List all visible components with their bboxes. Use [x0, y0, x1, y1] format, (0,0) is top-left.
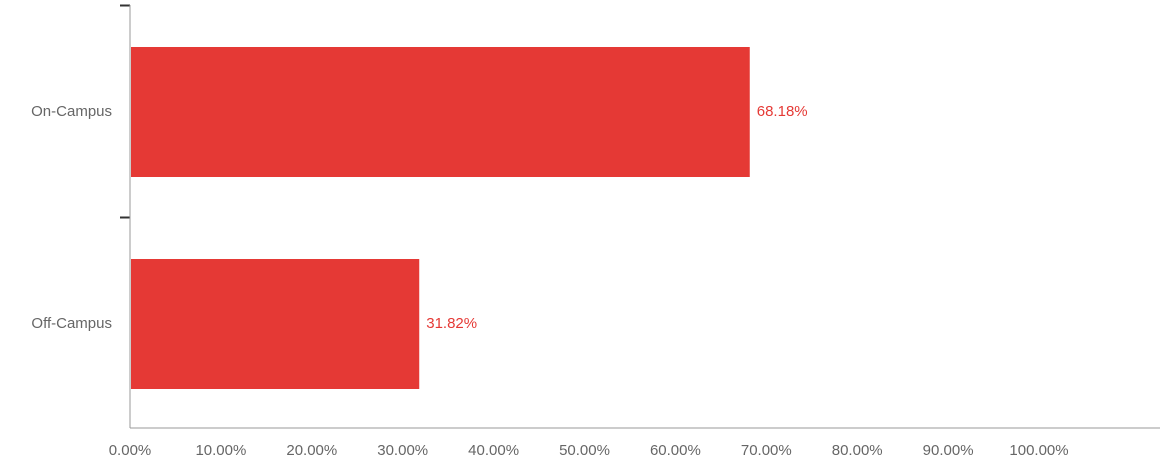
y-axis-ticks	[120, 4, 130, 219]
data-label: 31.82%	[426, 315, 477, 332]
x-tick-labels: 0.00% 10.00% 20.00% 30.00% 40.00% 50.00% 60.00…	[109, 442, 1069, 459]
data-labels: 68.18% 31.82%	[426, 103, 807, 332]
x-tick-label: 70.00%	[741, 442, 792, 459]
x-tick-label: 30.00%	[377, 442, 428, 459]
data-label: 68.18%	[757, 103, 808, 120]
x-tick-label: 80.00%	[832, 442, 883, 459]
x-tick-label: 90.00%	[923, 442, 974, 459]
x-tick-label: 50.00%	[559, 442, 610, 459]
x-tick-label: 100.00%	[1009, 442, 1068, 459]
category-labels: On-Campus Off-Campus	[31, 103, 112, 332]
x-tick-label: 20.00%	[286, 442, 337, 459]
x-tick-label: 0.00%	[109, 442, 152, 459]
bar	[131, 259, 420, 389]
category-label: On-Campus	[31, 103, 112, 120]
x-tick-label: 60.00%	[650, 442, 701, 459]
x-tick-label: 40.00%	[468, 442, 519, 459]
category-label: Off-Campus	[31, 315, 112, 332]
x-tick-label: 10.00%	[195, 442, 246, 459]
bar	[131, 47, 750, 177]
bars	[131, 47, 750, 389]
